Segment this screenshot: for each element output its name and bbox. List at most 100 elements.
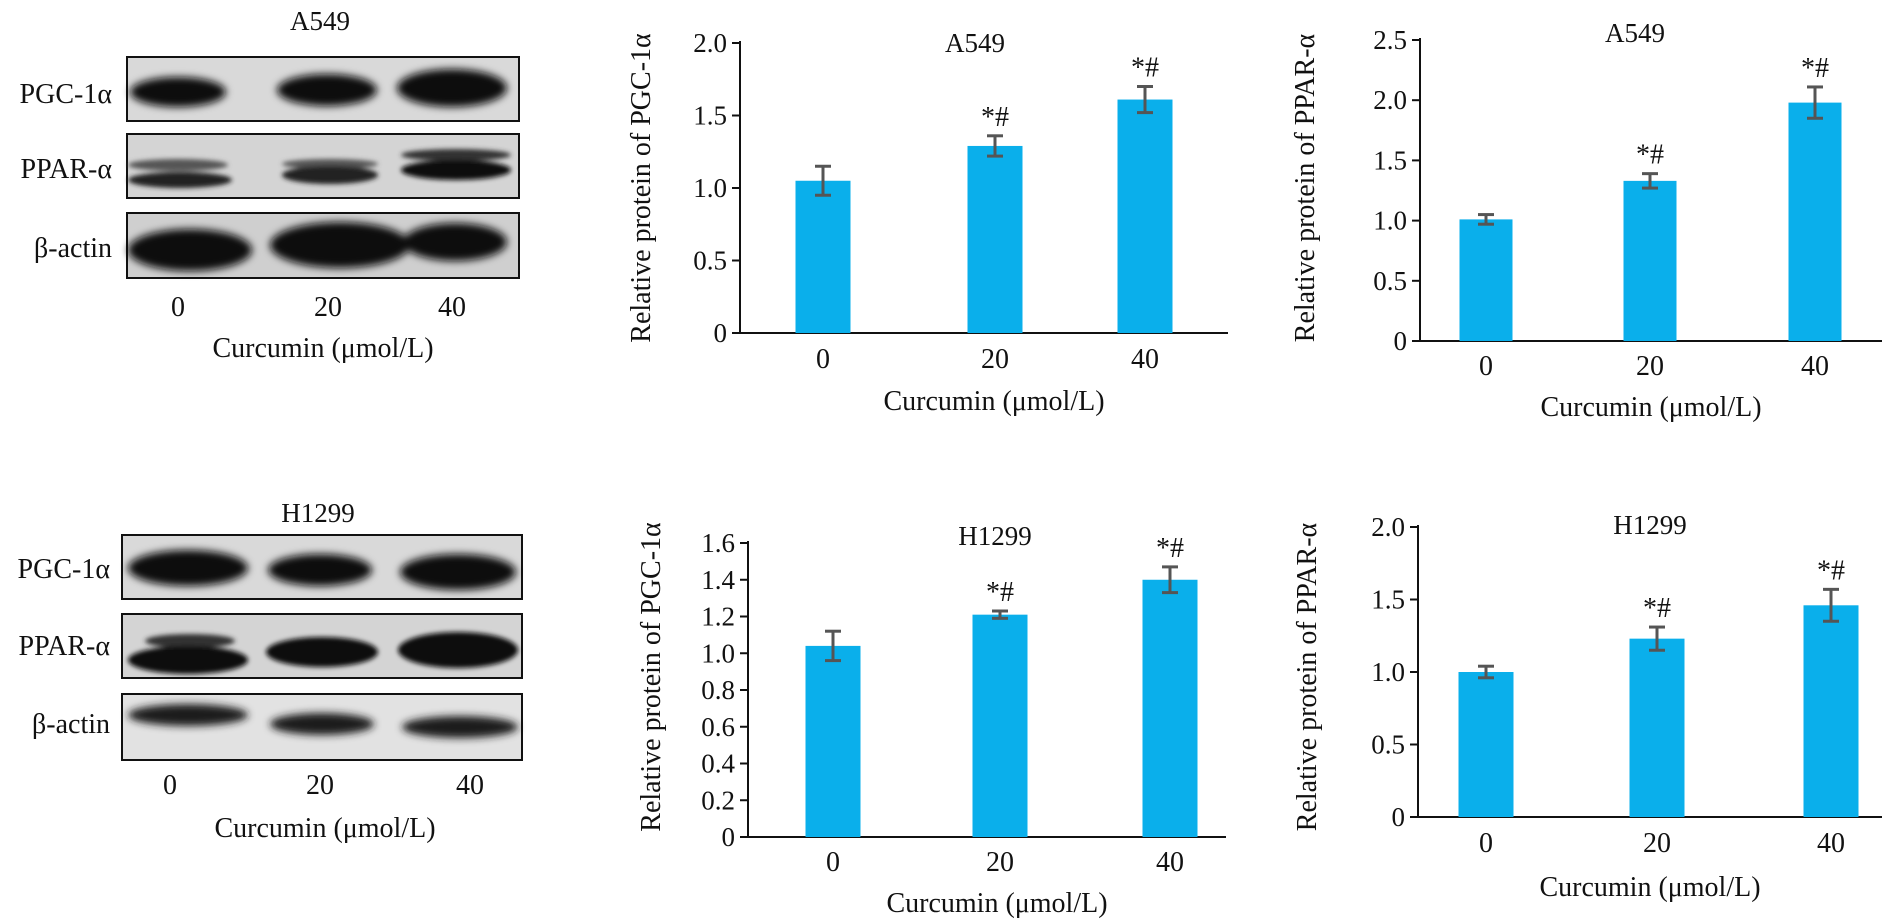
y-tick-label: 0 <box>722 822 736 852</box>
y-tick-label: 0.5 <box>1371 730 1405 760</box>
blot-band <box>398 632 518 668</box>
y-tick-label: 1.0 <box>1373 206 1407 236</box>
blot-band <box>128 172 232 188</box>
bar <box>1788 102 1842 341</box>
blot-band <box>397 69 507 107</box>
bar-chart-h1299-pgc1a: 0 0.2 0.4 0.6 0.8 1.0 1.2 1.4 1.6 0 *# 20 *# 40 H1299 C… <box>636 521 1226 919</box>
blot-row-label: PPAR-α <box>19 631 111 662</box>
blot-row-label: β-actin <box>32 709 110 740</box>
y-tick-label: 2.0 <box>1371 512 1405 542</box>
bar <box>1117 99 1173 333</box>
y-tick-label: 0.5 <box>693 246 727 276</box>
blot-row-label: β-actin <box>34 233 112 264</box>
blot-band <box>128 646 248 674</box>
y-axis-label: Relative protein of PGC-1α <box>626 33 657 343</box>
y-tick-label: 0 <box>1392 802 1406 832</box>
blot-panel-h1299: H1299 PGC-1α PPAR-α β-actin 0 20 40 Curc… <box>18 498 523 844</box>
blot-band <box>128 550 248 586</box>
blot-band <box>401 160 511 180</box>
blot-bands-pgc1a <box>128 550 516 590</box>
y-tick-label: 1.4 <box>701 565 735 595</box>
blot-row-label: PGC-1α <box>18 554 111 585</box>
significance-label: *# <box>1156 533 1184 564</box>
blot-title: H1299 <box>281 498 355 528</box>
y-tick-label: 0.4 <box>701 749 735 779</box>
x-axis-label: Curcumin (μmol/L) <box>886 888 1107 919</box>
x-tick-label: 20 <box>1643 828 1671 859</box>
y-tick-label: 2.0 <box>1373 85 1407 115</box>
blot-band <box>268 554 372 586</box>
blot-band <box>128 704 248 726</box>
blot-bands-pgc1a <box>130 69 507 107</box>
significance-label: *# <box>1636 140 1664 171</box>
x-tick-label: 40 <box>1817 828 1845 859</box>
blot-band <box>277 74 377 106</box>
bar <box>967 145 1023 333</box>
blot-xlabel: Curcumin (μmol/L) <box>212 333 433 364</box>
blot-lane-label: 40 <box>456 770 484 801</box>
bar <box>972 614 1028 837</box>
chart-title: A549 <box>945 28 1005 58</box>
x-axis-label: Curcumin (μmol/L) <box>1539 872 1760 903</box>
chart-title: A549 <box>1605 18 1665 48</box>
blot-band <box>402 716 518 738</box>
y-axis-label: Relative protein of PPAR-α <box>1290 33 1321 342</box>
x-axis-label: Curcumin (μmol/L) <box>1540 392 1761 423</box>
blot-band <box>400 554 516 590</box>
bar-chart-a549-ppara: 0 0.5 1.0 1.5 2.0 2.5 0 *# 20 *# 40 A549 Curcumin (μ… <box>1290 18 1882 423</box>
x-tick-label: 0 <box>816 344 830 375</box>
bar <box>1803 605 1859 817</box>
blot-band <box>145 634 235 648</box>
significance-label: *# <box>1643 593 1671 624</box>
blot-bands-bactin <box>128 222 507 271</box>
blot-lane-label: 20 <box>314 292 342 323</box>
bar <box>805 645 861 837</box>
bar <box>1623 180 1677 341</box>
blot-row-label: PGC-1α <box>20 79 113 110</box>
significance-label: *# <box>986 577 1014 608</box>
bar <box>1459 219 1513 341</box>
x-tick-label: 20 <box>1636 351 1664 382</box>
x-tick-label: 40 <box>1131 344 1159 375</box>
y-axis-label: Relative protein of PGC-1α <box>636 522 667 832</box>
bar <box>1458 672 1514 817</box>
blot-band <box>128 229 252 271</box>
y-tick-label: 2.5 <box>1373 25 1407 55</box>
bar-chart-a549-pgc1a: 0 0.5 1.0 1.5 2.0 0 *# 20 *# 40 A549 Curcumin (μmol… <box>626 28 1228 417</box>
significance-label: *# <box>981 102 1009 133</box>
y-tick-label: 2.0 <box>693 28 727 58</box>
y-tick-label: 1.0 <box>693 173 727 203</box>
y-tick-label: 1.5 <box>693 101 727 131</box>
blot-bands-ppara <box>128 632 518 674</box>
x-tick-label: 0 <box>1479 351 1493 382</box>
y-tick-label: 0 <box>1394 326 1408 356</box>
blot-band <box>282 159 378 169</box>
blot-band <box>403 223 507 261</box>
blot-panel-a549: A549 PGC-1α PPAR-α β-actin 0 20 40 Cur <box>20 6 520 364</box>
significance-label: *# <box>1801 53 1829 84</box>
blot-lane-label: 0 <box>163 770 177 801</box>
y-tick-label: 1.6 <box>701 528 735 558</box>
x-tick-label: 20 <box>986 847 1014 878</box>
bar-chart-h1299-ppara: 0 0.5 1.0 1.5 2.0 0 *# 20 *# 40 H1299 Curcumin (μmo… <box>1292 510 1882 903</box>
chart-title: H1299 <box>958 521 1032 551</box>
blot-band <box>266 637 378 667</box>
blot-band <box>401 149 511 161</box>
y-tick-label: 0.2 <box>701 785 735 815</box>
blot-lane-label: 20 <box>306 770 334 801</box>
y-tick-label: 0.5 <box>1373 266 1407 296</box>
y-tick-label: 1.5 <box>1371 585 1405 615</box>
y-tick-label: 1.0 <box>1371 657 1405 687</box>
x-tick-label: 40 <box>1801 351 1829 382</box>
blot-row-label: PPAR-α <box>21 154 113 185</box>
y-tick-label: 1.2 <box>701 602 735 632</box>
blot-lane-label: 0 <box>171 292 185 323</box>
x-tick-label: 0 <box>1479 828 1493 859</box>
x-tick-label: 20 <box>981 344 1009 375</box>
blot-band <box>270 222 410 268</box>
y-tick-label: 0.6 <box>701 712 735 742</box>
y-tick-label: 0 <box>714 318 728 348</box>
y-tick-label: 1.0 <box>701 638 735 668</box>
x-tick-label: 40 <box>1156 847 1184 878</box>
